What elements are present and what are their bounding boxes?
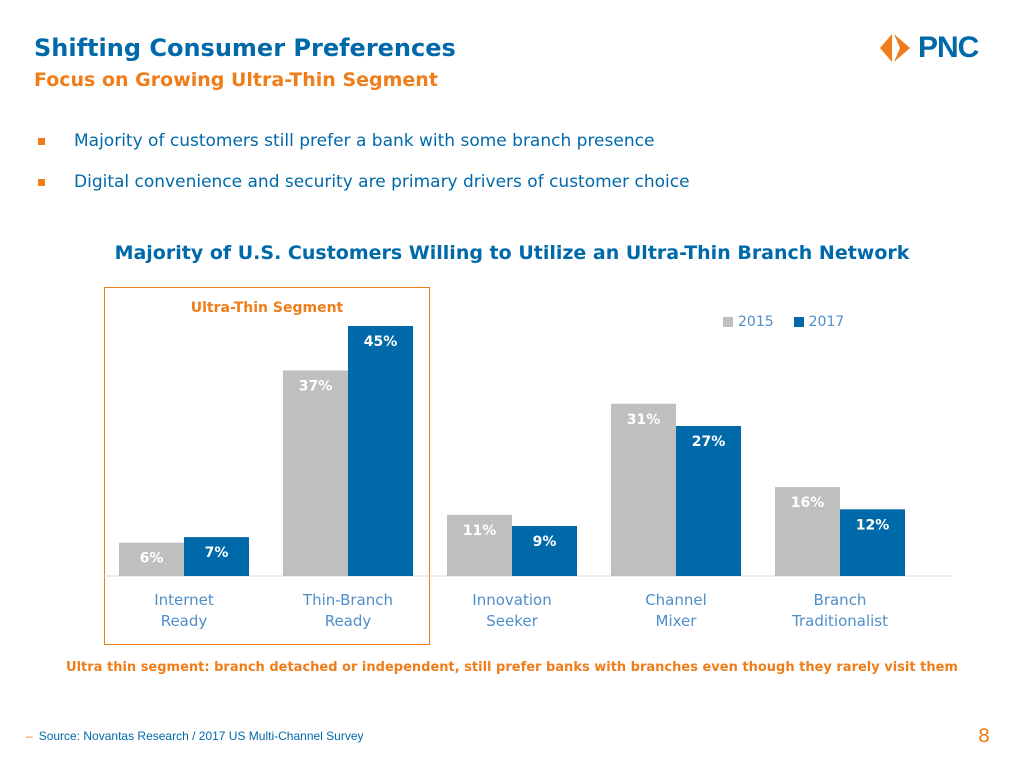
source-note: – Source: Novantas Research / 2017 US Mul…	[26, 729, 364, 743]
bullet-list: Majority of customers still prefer a ban…	[38, 128, 690, 210]
category-label-1-1: Ready	[325, 612, 372, 630]
category-label-3-1: Mixer	[656, 612, 698, 630]
bar-2017-1	[348, 326, 413, 576]
data-label-2015-3: 31%	[627, 412, 661, 428]
data-label-2017-1: 45%	[364, 334, 398, 350]
bar-2017-2	[512, 526, 577, 576]
bullet-square-icon	[38, 138, 45, 145]
data-label-2017-3: 27%	[692, 434, 726, 450]
legend-swatch-2015	[723, 317, 733, 327]
chart-title: Majority of U.S. Customers Willing to Ut…	[114, 242, 910, 264]
pnc-logo-icon	[880, 34, 910, 62]
category-label-4-1: Traditionalist	[791, 612, 888, 630]
legend-label-2015: 2015	[738, 314, 774, 330]
ultra-thin-highlight-box	[104, 287, 430, 645]
bar-2017-4	[840, 509, 905, 576]
bar-2015-4	[775, 487, 840, 576]
bullet-text: Majority of customers still prefer a ban…	[74, 131, 655, 151]
bar-2015-3	[611, 403, 676, 576]
page-number: 8	[978, 725, 991, 747]
category-label-0-1: Ready	[161, 612, 208, 630]
bullet-item: Digital convenience and security are pri…	[38, 169, 690, 210]
legend-item-2017: 2017	[793, 314, 845, 330]
category-label-4-0: Branch	[814, 591, 867, 609]
pnc-logo: PNC	[878, 30, 994, 66]
data-label-2017-0: 7%	[205, 545, 229, 561]
source-dash: –	[26, 729, 33, 743]
category-label-3-0: Channel	[645, 591, 707, 609]
data-label-2015-1: 37%	[299, 378, 333, 394]
category-label-2-1: Seeker	[486, 612, 538, 630]
category-label-1-0: Thin-Branch	[302, 591, 393, 609]
category-label-2-0: Innovation	[472, 591, 551, 609]
data-label-2017-2: 9%	[533, 534, 557, 550]
bar-2015-2	[447, 514, 512, 576]
page-subtitle: Focus on Growing Ultra-Thin Segment	[34, 69, 438, 91]
legend-label-2017: 2017	[808, 314, 845, 330]
data-label-2017-4: 12%	[856, 517, 890, 533]
source-text: Source: Novantas Research / 2017 US Mult…	[38, 729, 364, 743]
data-label-2015-2: 11%	[463, 523, 497, 539]
bar-2017-0	[184, 537, 249, 576]
ultra-thin-label: Ultra-Thin Segment	[190, 300, 344, 316]
legend-item-2015: 2015	[723, 314, 774, 330]
bullet-text: Digital convenience and security are pri…	[74, 172, 690, 192]
bar-2015-1	[283, 370, 348, 576]
logo-text: PNC	[918, 31, 979, 64]
bullet-item: Majority of customers still prefer a ban…	[38, 128, 690, 169]
bar-2015-0	[119, 542, 184, 576]
data-label-2015-4: 16%	[791, 495, 825, 511]
footnote: Ultra thin segment: branch detached or i…	[66, 660, 958, 675]
page-title: Shifting Consumer Preferences	[34, 34, 456, 62]
category-label-0-0: Internet	[154, 591, 214, 609]
bullet-square-icon	[38, 179, 45, 186]
bar-2017-3	[676, 426, 741, 576]
chart-legend: 2015 2017	[723, 314, 844, 330]
data-label-2015-0: 6%	[140, 551, 164, 567]
legend-swatch-2017	[793, 317, 804, 327]
